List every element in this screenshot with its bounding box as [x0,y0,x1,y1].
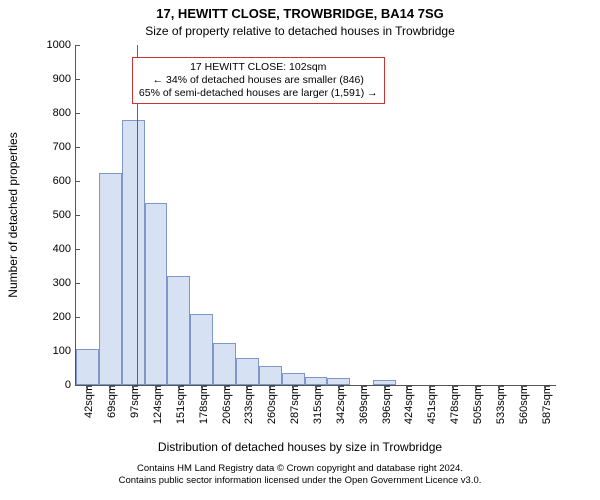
x-tick-label: 206sqm [217,385,233,424]
footer-line-1: Contains HM Land Registry data © Crown c… [0,463,600,475]
x-tick-label: 178sqm [194,385,210,424]
y-tick-label: 800 [53,107,76,119]
x-tick-label: 424sqm [399,385,415,424]
attribution-footer: Contains HM Land Registry data © Crown c… [0,463,600,487]
plot-area: 0100200300400500600700800900100042sqm69s… [75,45,556,386]
x-tick-label: 478sqm [445,385,461,424]
x-tick-label: 451sqm [422,385,438,424]
annotation-box: 17 HEWITT CLOSE: 102sqm← 34% of detached… [132,57,385,104]
x-tick-label: 342sqm [331,385,347,424]
histogram-bar [122,120,145,385]
x-axis-label: Distribution of detached houses by size … [0,440,600,454]
x-tick-label: 260sqm [262,385,278,424]
y-tick-label: 200 [53,311,76,323]
histogram-bar [327,378,350,385]
x-tick-label: 42sqm [79,385,95,418]
histogram-bar [305,377,328,386]
histogram-bar [282,373,305,385]
y-tick-label: 900 [53,73,76,85]
y-axis-label: Number of detached properties [6,132,20,297]
footer-line-2: Contains public sector information licen… [0,475,600,487]
histogram-bar [236,358,259,385]
x-tick-label: 151sqm [171,385,187,424]
histogram-bar [213,343,236,386]
y-tick-label: 400 [53,243,76,255]
annotation-line: ← 34% of detached houses are smaller (84… [139,74,378,87]
histogram-bar [259,366,282,385]
x-tick-label: 396sqm [377,385,393,424]
x-tick-label: 533sqm [491,385,507,424]
y-tick-label: 600 [53,175,76,187]
x-tick-label: 505sqm [468,385,484,424]
x-tick-label: 69sqm [102,385,118,418]
y-tick-label: 300 [53,277,76,289]
y-tick-label: 1000 [47,39,76,51]
x-tick-label: 587sqm [537,385,553,424]
annotation-line: 17 HEWITT CLOSE: 102sqm [139,61,378,74]
histogram-bar [76,349,99,385]
chart-title: 17, HEWITT CLOSE, TROWBRIDGE, BA14 7SG [0,0,600,23]
histogram-bar [190,314,213,385]
chart-container: 17, HEWITT CLOSE, TROWBRIDGE, BA14 7SG S… [0,0,600,500]
x-tick-label: 315sqm [308,385,324,424]
y-tick-label: 0 [65,379,76,391]
histogram-bar [145,203,168,385]
x-tick-label: 287sqm [285,385,301,424]
y-tick-label: 700 [53,141,76,153]
annotation-line: 65% of semi-detached houses are larger (… [139,87,378,100]
y-tick-label: 100 [53,345,76,357]
y-tick-label: 500 [53,209,76,221]
x-tick-label: 560sqm [514,385,530,424]
histogram-bar [99,173,122,386]
chart-subtitle: Size of property relative to detached ho… [0,24,600,38]
x-tick-label: 369sqm [354,385,370,424]
x-tick-label: 233sqm [239,385,255,424]
x-tick-label: 124sqm [148,385,164,424]
x-tick-label: 97sqm [125,385,141,418]
histogram-bar [167,276,190,385]
